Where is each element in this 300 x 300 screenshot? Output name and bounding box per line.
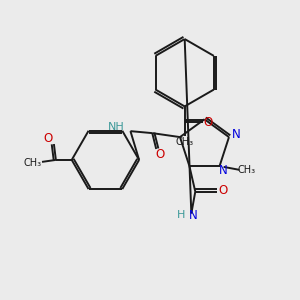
Text: N: N (232, 128, 240, 141)
Text: O: O (218, 184, 228, 197)
Text: CH₃: CH₃ (237, 165, 255, 175)
Text: O: O (156, 148, 165, 161)
Text: O: O (204, 116, 213, 129)
Text: O: O (43, 132, 52, 145)
Text: NH: NH (108, 122, 124, 132)
Text: CH₃: CH₃ (176, 137, 194, 147)
Text: CH₃: CH₃ (23, 158, 41, 168)
Text: N: N (189, 209, 198, 222)
Text: N: N (219, 164, 228, 177)
Text: H: H (177, 210, 186, 220)
